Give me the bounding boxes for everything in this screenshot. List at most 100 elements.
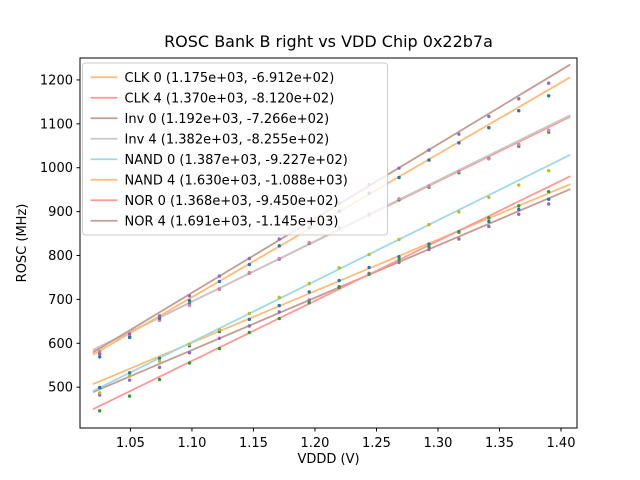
data-point-clk-0 (157, 356, 162, 360)
data-point-nand-4 (457, 141, 461, 145)
data-point-inv-4 (397, 197, 401, 201)
data-point-inv-4 (217, 287, 222, 291)
fit-line-nor-0 (92, 175, 571, 410)
data-point-nand-0 (307, 281, 311, 286)
data-point-inv-0 (427, 247, 431, 252)
y-tick-label: 1200 (40, 73, 73, 88)
legend-label-nand-0: NAND 0 (1.387e+03, -9.227e+02) (125, 153, 348, 168)
data-point-nand-0 (217, 328, 222, 332)
data-point-clk-0 (247, 317, 252, 322)
data-point-nor-0 (337, 285, 341, 290)
data-point-clk-0 (307, 290, 311, 294)
data-point-nand-0 (277, 295, 281, 300)
data-point-nor-4 (97, 352, 102, 356)
data-point-inv-0 (127, 378, 132, 382)
axes-frame (79, 57, 578, 429)
data-point-nor-0 (277, 316, 281, 321)
data-point-inv-4 (277, 256, 281, 261)
data-point-nor-4 (277, 237, 281, 241)
data-point-nor-4 (397, 166, 401, 170)
data-point-clk-0 (367, 265, 371, 270)
x-tick-label: 1.05 (116, 436, 145, 451)
data-point-inv-4 (427, 184, 431, 188)
y-tick-label: 500 (48, 381, 73, 396)
data-point-inv-0 (547, 202, 551, 206)
data-point-nand-4 (487, 126, 491, 130)
x-tick-label: 1.30 (424, 436, 453, 451)
data-point-inv-0 (307, 298, 311, 302)
x-tick-label: 1.25 (362, 436, 391, 451)
data-point-nor-4 (457, 132, 461, 136)
x-tick-label: 1.35 (485, 436, 514, 451)
legend-label-nor-4: NOR 4 (1.691e+03, -1.145e+03) (125, 214, 339, 229)
data-point-nand-4 (547, 94, 551, 98)
data-point-clk-0 (127, 371, 132, 375)
legend-label-nand-4: NAND 4 (1.630e+03, -1.088e+03) (125, 173, 348, 188)
data-point-nand-0 (157, 359, 162, 363)
y-tick-label: 1100 (40, 117, 73, 132)
data-point-nand-4 (97, 355, 102, 359)
data-point-nand-0 (427, 222, 431, 227)
data-point-nor-4 (217, 274, 222, 278)
data-point-inv-0 (247, 324, 252, 328)
y-tick-label: 600 (48, 337, 73, 352)
data-point-nor-0 (217, 346, 222, 351)
data-point-nor-0 (397, 257, 401, 262)
data-point-nor-0 (157, 377, 162, 382)
x-axis-label: VDDD (V) (297, 452, 359, 467)
y-tick-label: 800 (48, 249, 73, 264)
data-point-nand-0 (247, 311, 252, 316)
x-tick-label: 1.10 (177, 436, 206, 451)
legend-label-clk-4: CLK 4 (1.370e+03, -8.120e+02) (125, 91, 335, 106)
y-tick-label: 1000 (40, 161, 73, 176)
data-point-clk-0 (547, 197, 551, 201)
data-point-nor-0 (427, 245, 431, 249)
data-point-inv-4 (547, 128, 551, 132)
data-point-nand-0 (457, 210, 461, 214)
data-point-nor-0 (367, 272, 371, 276)
data-point-inv-4 (487, 157, 491, 161)
data-point-nand-0 (187, 342, 192, 347)
data-point-inv-0 (487, 224, 491, 229)
fit-line-nand-0 (92, 154, 571, 392)
data-point-nor-4 (517, 97, 521, 101)
data-point-inv-4 (187, 303, 192, 308)
data-point-nor-0 (97, 409, 102, 413)
data-point-nand-4 (277, 244, 281, 248)
data-point-inv-4 (517, 142, 521, 147)
data-point-inv-4 (97, 349, 102, 354)
data-point-nor-0 (307, 301, 311, 305)
data-point-inv-0 (157, 365, 162, 370)
data-point-nor-0 (517, 204, 521, 208)
x-tick-label: 1.20 (300, 436, 329, 451)
data-point-nand-4 (187, 298, 192, 303)
data-point-inv-0 (217, 336, 222, 340)
fit-line-inv-0 (92, 188, 571, 393)
x-tick-label: 1.40 (547, 436, 576, 451)
y-tick-label: 700 (48, 293, 73, 308)
data-point-nor-0 (547, 189, 551, 194)
data-point-nor-0 (457, 230, 461, 234)
data-point-nand-0 (487, 195, 491, 200)
data-point-inv-4 (457, 169, 461, 174)
data-point-nand-4 (217, 279, 222, 284)
data-point-inv-0 (397, 260, 401, 265)
data-point-clk-0 (97, 385, 102, 390)
y-tick-label: 900 (48, 205, 73, 220)
data-point-nand-4 (517, 109, 521, 113)
chart-title: ROSC Bank B right vs VDD Chip 0x22b7a (164, 32, 493, 51)
data-point-clk-0 (337, 278, 341, 283)
data-point-nor-4 (427, 148, 431, 152)
legend-label-nor-0: NOR 0 (1.368e+03, -9.450e+02) (125, 194, 339, 209)
data-point-nor-4 (547, 81, 551, 85)
data-point-nor-0 (487, 216, 491, 220)
data-point-clk-0 (397, 254, 401, 259)
data-point-clk-0 (277, 303, 281, 308)
data-point-inv-0 (457, 237, 461, 241)
legend-label-clk-0: CLK 0 (1.175e+03, -6.912e+02) (125, 71, 335, 86)
data-point-inv-0 (517, 212, 521, 216)
data-point-nor-4 (187, 294, 192, 298)
data-point-nand-0 (337, 266, 341, 270)
